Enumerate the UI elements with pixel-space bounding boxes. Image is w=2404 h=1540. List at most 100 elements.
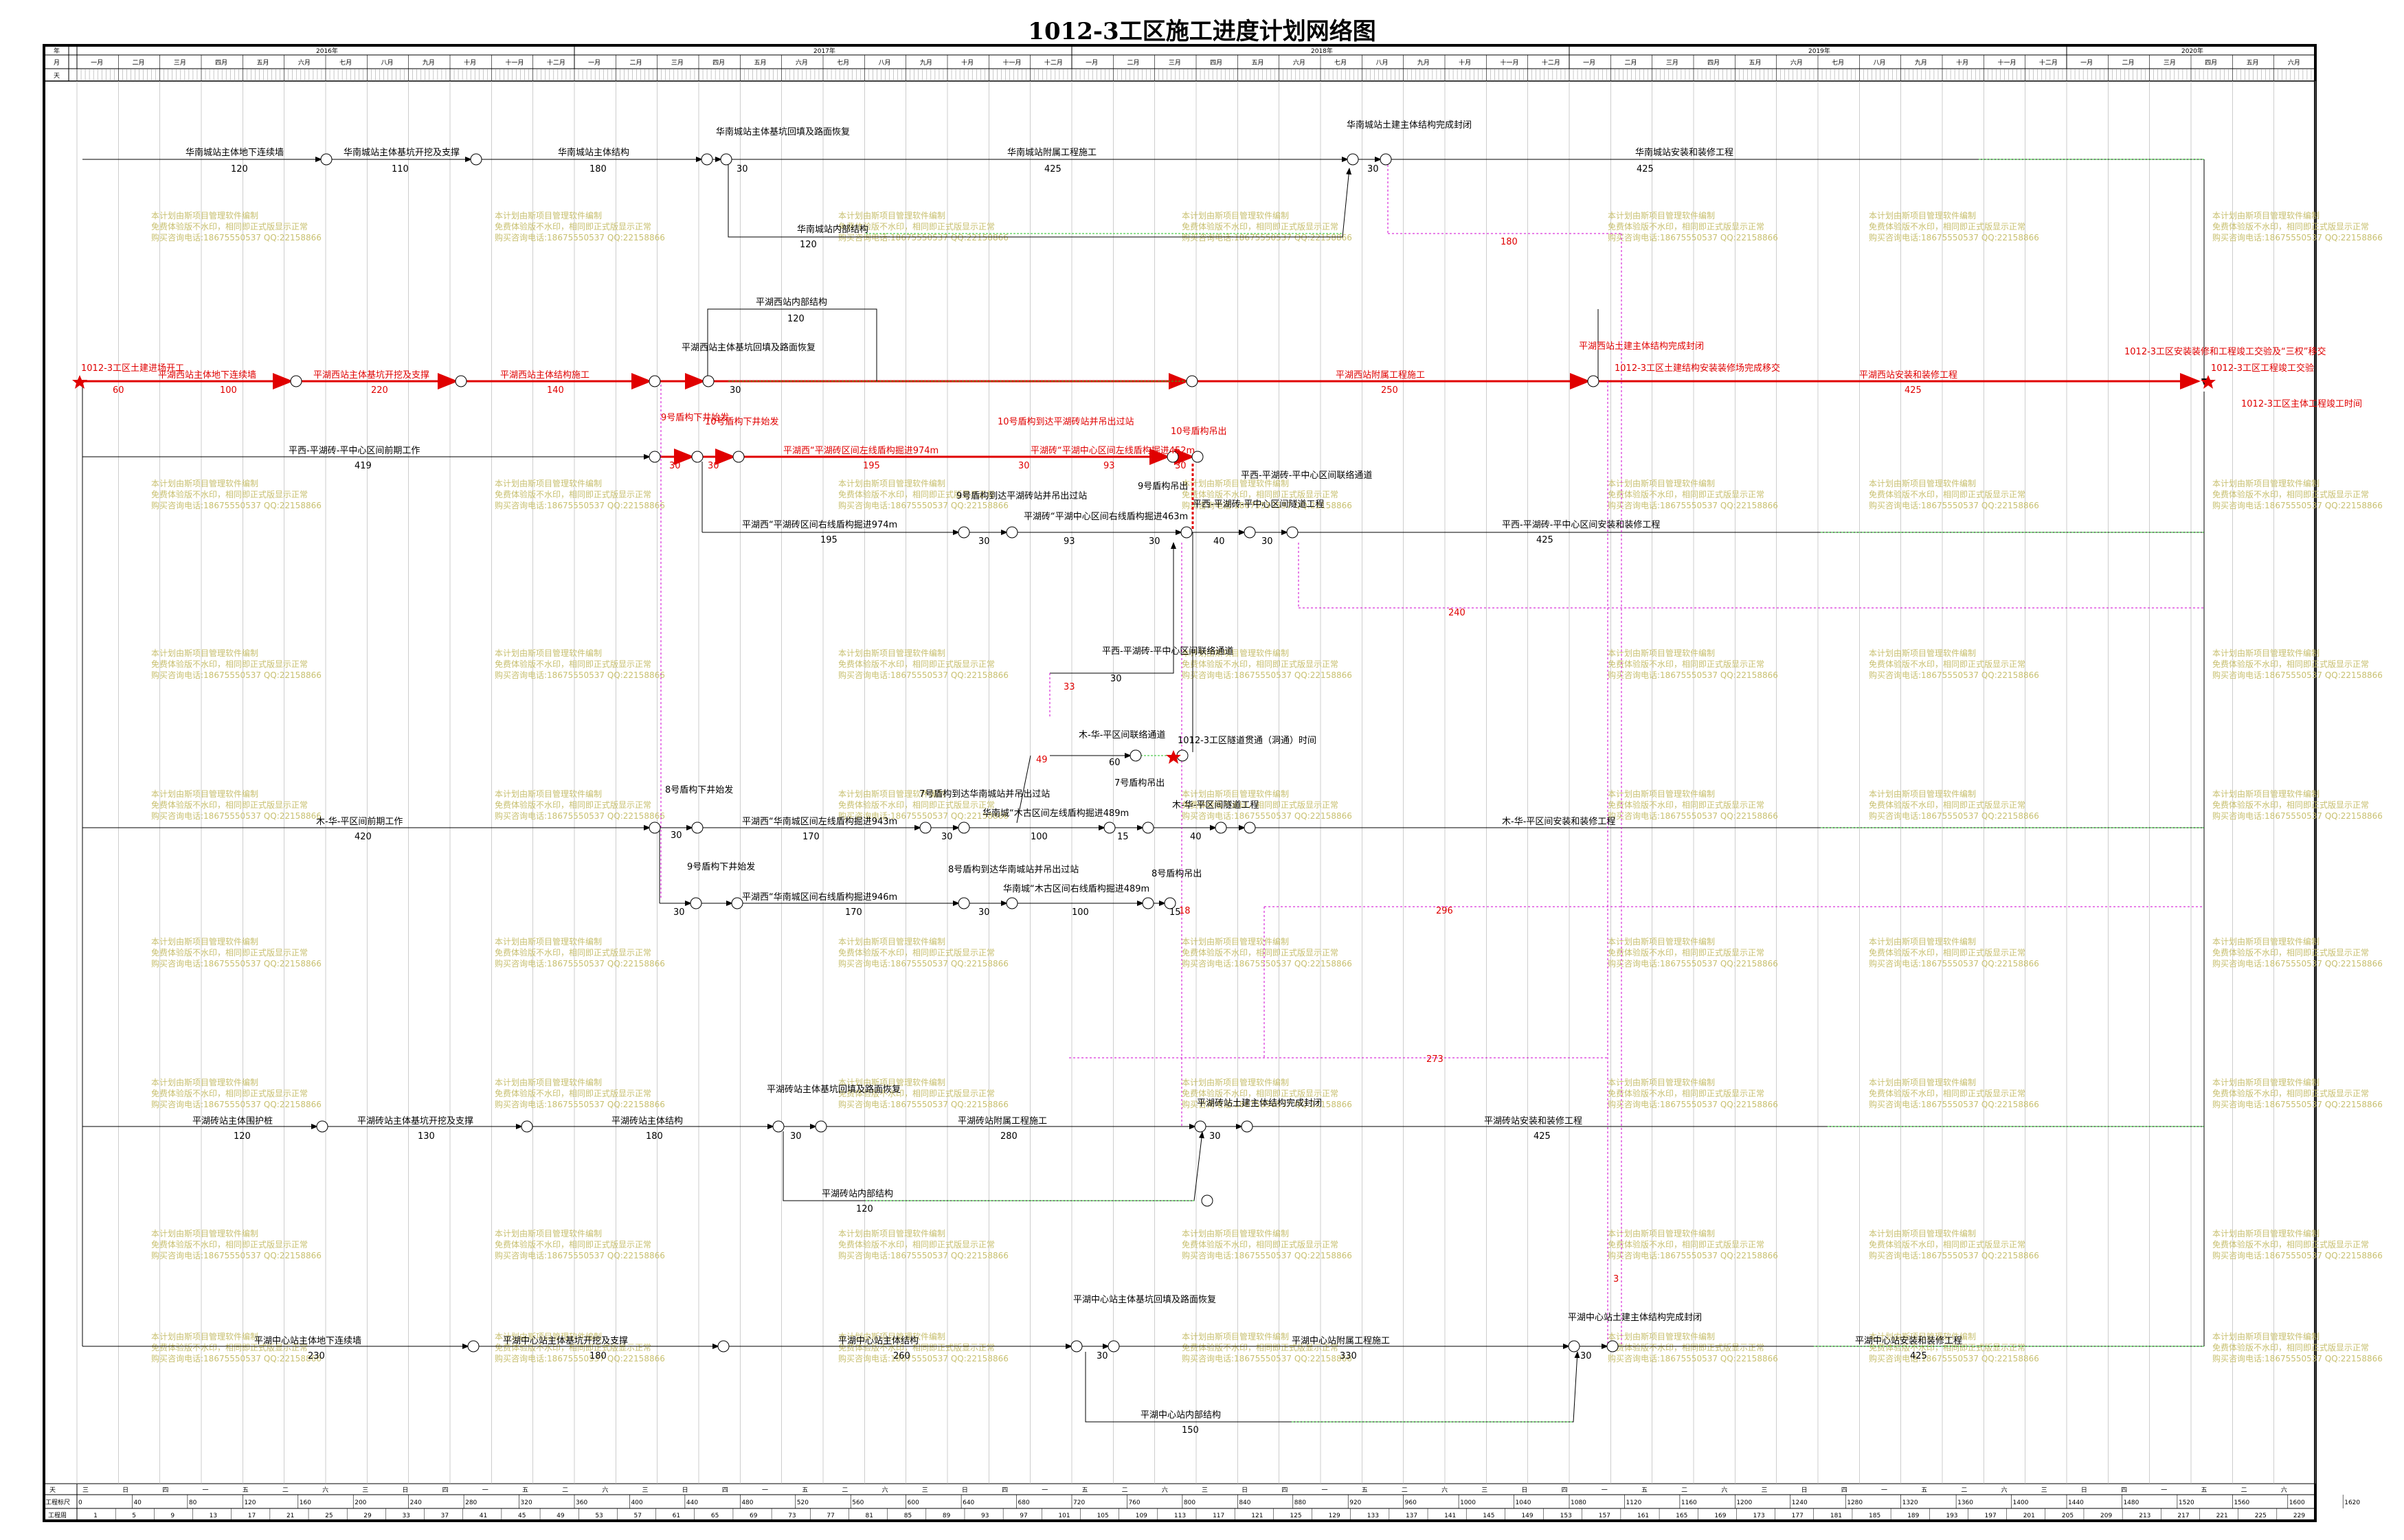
weekday-label: 四 — [1002, 1487, 1008, 1494]
task-duration: 130 — [418, 1131, 435, 1142]
task-label: 1012-3工区土建进场开工 — [81, 363, 184, 374]
watermark-text: 购买咨询电话:18675550537 QQ:22158866 — [1182, 500, 1352, 510]
task-label: 木-华-平区间前期工作 — [316, 816, 403, 827]
month-label: 七月 — [1832, 59, 1844, 67]
task-label: 9号盾构下井始发 — [687, 861, 755, 872]
task-duration: 30 — [1149, 536, 1160, 547]
task-duration: 30 — [669, 461, 681, 471]
watermark-text: 免费体验版不水印，相同即正式版显示正常 — [495, 947, 651, 958]
watermark-text: 本计划由斯项目管理软件编制 — [1608, 936, 1715, 947]
week-label: 201 — [2023, 1513, 2035, 1519]
week-label: 161 — [1637, 1513, 1649, 1519]
event-node — [649, 451, 661, 463]
watermark-text: 购买咨询电话:18675550537 QQ:22158866 — [2212, 1250, 2383, 1260]
watermark-text: 购买咨询电话:18675550537 QQ:22158866 — [1182, 958, 1352, 969]
task-label: 8号盾构下井始发 — [665, 784, 733, 795]
week-label: 121 — [1251, 1513, 1263, 1519]
task-duration: 180 — [646, 1131, 663, 1142]
weekday-label: 五 — [1081, 1487, 1088, 1494]
watermark-text: 免费体验版不水印，相同即正式版显示正常 — [1182, 221, 1338, 231]
watermark-text: 购买咨询电话:18675550537 QQ:22158866 — [2212, 500, 2383, 510]
month-label: 五月 — [2247, 59, 2259, 67]
scale-label: 1360 — [1957, 1499, 1973, 1506]
gridlines — [76, 81, 2316, 1484]
scale-label: 920 — [1349, 1499, 1361, 1506]
month-label: 十二月 — [1044, 58, 1063, 67]
watermark-text: 购买咨询电话:18675550537 QQ:22158866 — [1869, 958, 2039, 969]
watermark-text: 免费体验版不水印，相同即正式版显示正常 — [838, 1088, 995, 1098]
weekday-label: 三 — [362, 1487, 368, 1494]
month-label: 四月 — [1210, 59, 1222, 67]
month-label: 四月 — [2205, 59, 2217, 67]
week-label: 9 — [170, 1513, 175, 1519]
watermark-text: 免费体验版不水印，相同即正式版显示正常 — [2212, 489, 2369, 499]
task-label: 平湖砖站主体围护桩 — [192, 1116, 273, 1126]
week-label: 213 — [2139, 1513, 2150, 1519]
month-label: 六月 — [298, 58, 311, 67]
float-value: 33 — [1064, 682, 1075, 692]
watermark-text: 购买咨询电话:18675550537 QQ:22158866 — [151, 670, 322, 680]
task-label: 平湖中心站主体结构 — [838, 1336, 919, 1346]
task-duration: 30 — [941, 832, 953, 842]
event-node — [691, 451, 704, 463]
weekday-label: 三 — [922, 1487, 928, 1494]
week-label: 33 — [402, 1513, 409, 1519]
watermark-text: 免费体验版不水印，相同即正式版显示正常 — [2212, 947, 2369, 958]
task-duration: 30 — [1209, 1131, 1221, 1142]
task-label: 10号盾构到达平湖砖站并吊出过站 — [998, 417, 1134, 427]
weekday-label: 二 — [562, 1487, 568, 1494]
scale-label: 880 — [1294, 1499, 1306, 1506]
footer-day-label: 天 — [49, 1487, 56, 1494]
week-label: 169 — [1714, 1513, 1726, 1519]
task-label: 平西-平湖砖-平中心区间联络通道 — [1102, 646, 1233, 657]
weekday-label: 一 — [1322, 1487, 1328, 1494]
task-duration: 140 — [547, 385, 564, 396]
scale-label: 80 — [189, 1499, 197, 1506]
week-label: 101 — [1058, 1513, 1070, 1519]
watermark-text: 本计划由斯项目管理软件编制 — [1182, 648, 1289, 658]
event-node — [1167, 451, 1179, 463]
event-node — [1130, 749, 1142, 762]
weekday-label: 四 — [1562, 1487, 1568, 1494]
month-label: 一月 — [1086, 59, 1098, 67]
watermark-text: 本计划由斯项目管理软件编制 — [1869, 1077, 1976, 1087]
event-node — [919, 822, 932, 834]
month-label: 十二月 — [1542, 58, 1560, 67]
float-value: 273 — [1426, 1054, 1443, 1065]
watermark-text: 本计划由斯项目管理软件编制 — [838, 789, 945, 799]
scale-label: 720 — [1073, 1499, 1085, 1506]
scale-label: 1320 — [1902, 1499, 1918, 1506]
watermark-text: 购买咨询电话:18675550537 QQ:22158866 — [1869, 1099, 2039, 1109]
month-label: 十月 — [1956, 58, 1968, 67]
scale-label: 360 — [576, 1499, 587, 1506]
week-label: 81 — [866, 1513, 873, 1519]
event-node — [1347, 153, 1359, 166]
watermark-text: 购买咨询电话:18675550537 QQ:22158866 — [1869, 670, 2039, 680]
scale-label: 160 — [300, 1499, 311, 1506]
watermark-text: 购买咨询电话:18675550537 QQ:22158866 — [151, 500, 322, 510]
task-duration: 30 — [978, 907, 990, 918]
watermark-text: 本计划由斯项目管理软件编制 — [2212, 789, 2319, 799]
watermark-text: 免费体验版不水印，相同即正式版显示正常 — [1182, 947, 1338, 958]
week-label: 37 — [441, 1513, 449, 1519]
month-label: 五月 — [1749, 59, 1762, 67]
watermark-text: 本计划由斯项目管理软件编制 — [495, 1077, 602, 1087]
task-label: 平湖西站主体基坑开挖及支撑 — [313, 370, 429, 381]
watermark-text: 购买咨询电话:18675550537 QQ:22158866 — [838, 1099, 1009, 1109]
start-star-icon — [72, 375, 87, 389]
watermark-text: 购买咨询电话:18675550537 QQ:22158866 — [838, 670, 1009, 680]
watermark-text: 购买咨询电话:18675550537 QQ:22158866 — [1608, 958, 1778, 969]
watermark-text: 免费体验版不水印，相同即正式版显示正常 — [1608, 659, 1764, 669]
watermark-text: 本计划由斯项目管理软件编制 — [2212, 1077, 2319, 1087]
task-duration: 93 — [1103, 461, 1115, 471]
task-duration: 260 — [893, 1351, 910, 1361]
week-label: 17 — [248, 1513, 256, 1519]
month-label: 三月 — [1169, 59, 1181, 67]
weekday-label: 五 — [1641, 1487, 1648, 1494]
scale-label: 520 — [797, 1499, 809, 1506]
float-value: 49 — [1036, 755, 1048, 765]
week-label: 141 — [1444, 1513, 1456, 1519]
month-label: 十月 — [464, 58, 476, 67]
scale-label: 640 — [963, 1499, 974, 1506]
month-label: 八月 — [879, 59, 891, 67]
